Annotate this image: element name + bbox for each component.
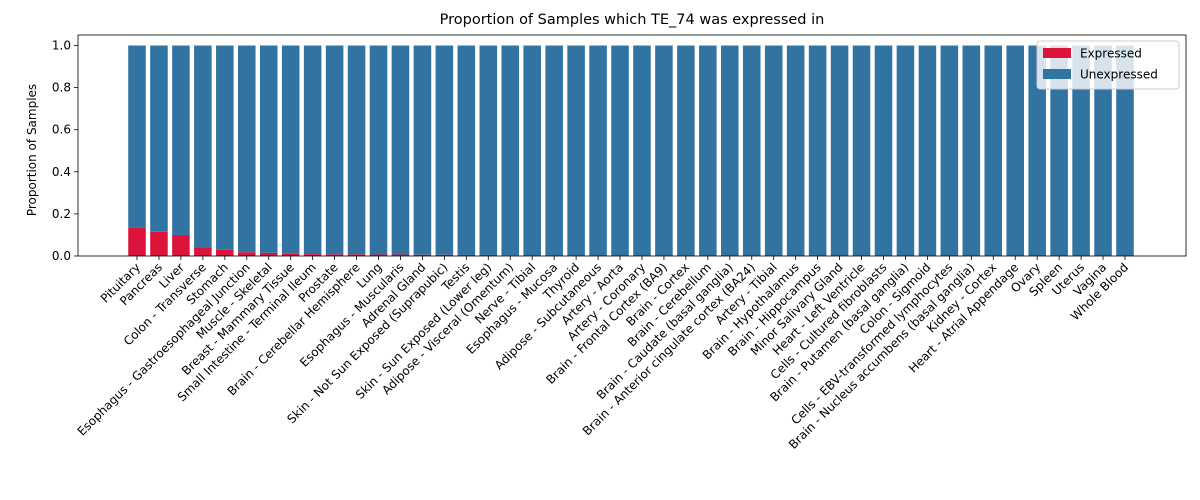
bar-unexpressed xyxy=(764,45,783,256)
bar-expressed xyxy=(303,254,322,256)
bar-unexpressed xyxy=(128,45,146,228)
bar-unexpressed xyxy=(940,45,959,256)
bar-unexpressed xyxy=(896,45,915,256)
chart-title: Proportion of Samples which TE_74 was ex… xyxy=(440,12,825,28)
bar-unexpressed xyxy=(874,45,893,256)
bar-unexpressed xyxy=(699,45,717,256)
bar-unexpressed xyxy=(347,45,366,255)
bar-unexpressed xyxy=(786,45,805,256)
bar-unexpressed xyxy=(545,45,563,256)
bar-unexpressed xyxy=(457,45,476,255)
bar-unexpressed xyxy=(1050,45,1068,256)
legend-box xyxy=(1036,40,1180,90)
bar-unexpressed xyxy=(1028,45,1046,256)
legend-swatch-expressed xyxy=(1043,48,1071,58)
bar-unexpressed xyxy=(479,45,498,255)
bar-unexpressed xyxy=(633,45,651,256)
y-tick-label: 0.6 xyxy=(52,123,71,137)
bar-unexpressed xyxy=(238,45,256,253)
bar-unexpressed xyxy=(830,45,849,256)
bar-expressed xyxy=(259,252,278,256)
bar-unexpressed xyxy=(655,45,673,256)
bar-unexpressed xyxy=(1094,45,1112,256)
legend-label-unexpressed: Unexpressed xyxy=(1080,68,1158,82)
bar-unexpressed xyxy=(413,45,432,255)
bar-unexpressed xyxy=(984,45,1003,256)
bar-expressed xyxy=(194,247,212,256)
y-axis-ticks: 0.0 0.2 0.4 0.6 0.8 1.0 xyxy=(52,39,78,263)
bar-expressed xyxy=(216,249,234,256)
legend-swatch-unexpressed xyxy=(1043,69,1071,79)
bar-unexpressed xyxy=(216,45,234,250)
bar-unexpressed xyxy=(501,45,520,256)
bar-unexpressed xyxy=(1006,45,1024,256)
bar-unexpressed xyxy=(259,45,278,253)
bar-unexpressed xyxy=(303,45,322,255)
y-tick-label: 1.0 xyxy=(52,39,71,53)
bar-expressed xyxy=(391,254,410,256)
y-tick-label: 0.2 xyxy=(52,207,71,221)
bar-expressed xyxy=(501,255,520,256)
bar-expressed xyxy=(479,254,498,256)
plot-frame xyxy=(77,34,1187,257)
bar-unexpressed xyxy=(808,45,827,256)
bar-unexpressed xyxy=(918,45,937,256)
bar-expressed xyxy=(347,254,366,256)
bar-unexpressed xyxy=(172,45,190,235)
y-tick-label: 0.4 xyxy=(52,165,71,179)
bar-expressed xyxy=(435,254,454,256)
bar-unexpressed xyxy=(611,45,629,256)
bar-unexpressed xyxy=(589,45,607,256)
bars-group xyxy=(128,45,1134,256)
bar-unexpressed xyxy=(1116,45,1134,256)
bar-expressed xyxy=(128,227,146,256)
bar-unexpressed xyxy=(742,45,761,256)
bar-expressed xyxy=(413,254,432,256)
bar-unexpressed xyxy=(721,45,739,256)
bar-unexpressed xyxy=(852,45,871,256)
bar-unexpressed xyxy=(194,45,212,248)
bar-unexpressed xyxy=(281,45,300,254)
legend-label-expressed: Expressed xyxy=(1080,47,1142,61)
bar-expressed xyxy=(238,252,256,256)
bar-unexpressed xyxy=(435,45,454,255)
bar-expressed xyxy=(281,253,300,256)
bar-expressed xyxy=(172,234,190,256)
bar-unexpressed xyxy=(391,45,410,255)
bar-expressed xyxy=(457,254,476,256)
y-tick-label: 0.8 xyxy=(52,81,71,95)
bar-expressed xyxy=(369,254,388,256)
bar-unexpressed xyxy=(962,45,981,256)
bar-unexpressed xyxy=(1072,45,1090,256)
bar-unexpressed xyxy=(369,45,388,255)
legend: Expressed Unexpressed xyxy=(1036,40,1180,90)
bar-unexpressed xyxy=(325,45,344,255)
y-tick-label: 0.0 xyxy=(52,249,71,263)
bar-unexpressed xyxy=(567,45,585,256)
bar-unexpressed xyxy=(677,45,695,256)
bar-expressed xyxy=(325,254,344,256)
bar-unexpressed xyxy=(523,45,541,256)
bar-unexpressed xyxy=(150,45,168,232)
bar-expressed xyxy=(150,231,168,256)
y-axis-label: Proportion of Samples xyxy=(25,84,39,216)
